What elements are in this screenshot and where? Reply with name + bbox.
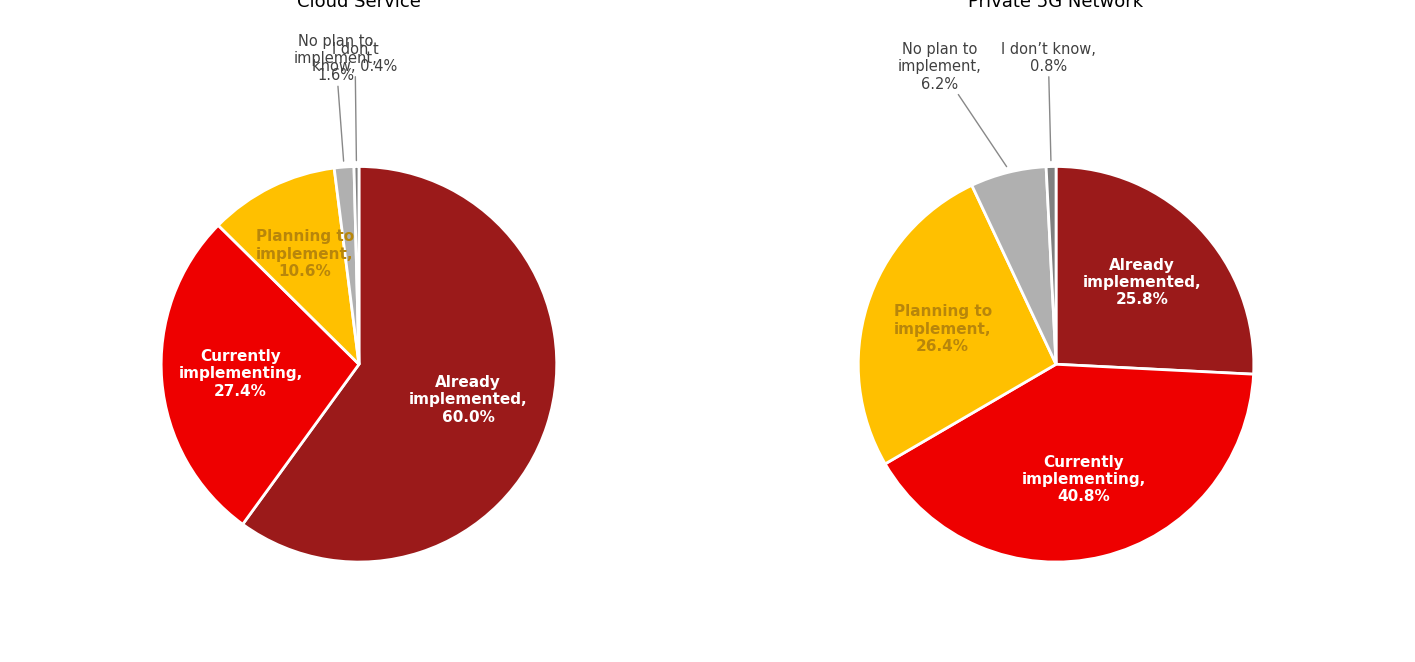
Wedge shape — [859, 185, 1056, 464]
Wedge shape — [886, 364, 1254, 562]
Wedge shape — [1056, 166, 1254, 374]
Wedge shape — [334, 167, 359, 364]
Wedge shape — [354, 166, 359, 364]
Text: Planning to
implement,
10.6%: Planning to implement, 10.6% — [256, 230, 354, 279]
Wedge shape — [218, 168, 359, 364]
Wedge shape — [161, 225, 359, 524]
Wedge shape — [1046, 166, 1056, 364]
Text: I don’t
know, 0.4%: I don’t know, 0.4% — [313, 42, 398, 161]
Text: No plan to
implement,
6.2%: No plan to implement, 6.2% — [899, 42, 1006, 167]
Title: Private 5G Network: Private 5G Network — [968, 0, 1143, 11]
Text: Already
implemented,
25.8%: Already implemented, 25.8% — [1082, 258, 1201, 307]
Text: Planning to
implement,
26.4%: Planning to implement, 26.4% — [894, 304, 992, 354]
Text: Currently
implementing,
40.8%: Currently implementing, 40.8% — [1022, 455, 1146, 504]
Title: Cloud Service: Cloud Service — [297, 0, 420, 11]
Text: No plan to
implement,
1.6%: No plan to implement, 1.6% — [294, 34, 378, 161]
Text: Already
implemented,
60.0%: Already implemented, 60.0% — [409, 375, 528, 424]
Wedge shape — [243, 166, 556, 562]
Wedge shape — [972, 167, 1056, 364]
Text: I don’t know,
0.8%: I don’t know, 0.8% — [1000, 42, 1095, 161]
Text: Currently
implementing,
27.4%: Currently implementing, 27.4% — [178, 349, 303, 399]
